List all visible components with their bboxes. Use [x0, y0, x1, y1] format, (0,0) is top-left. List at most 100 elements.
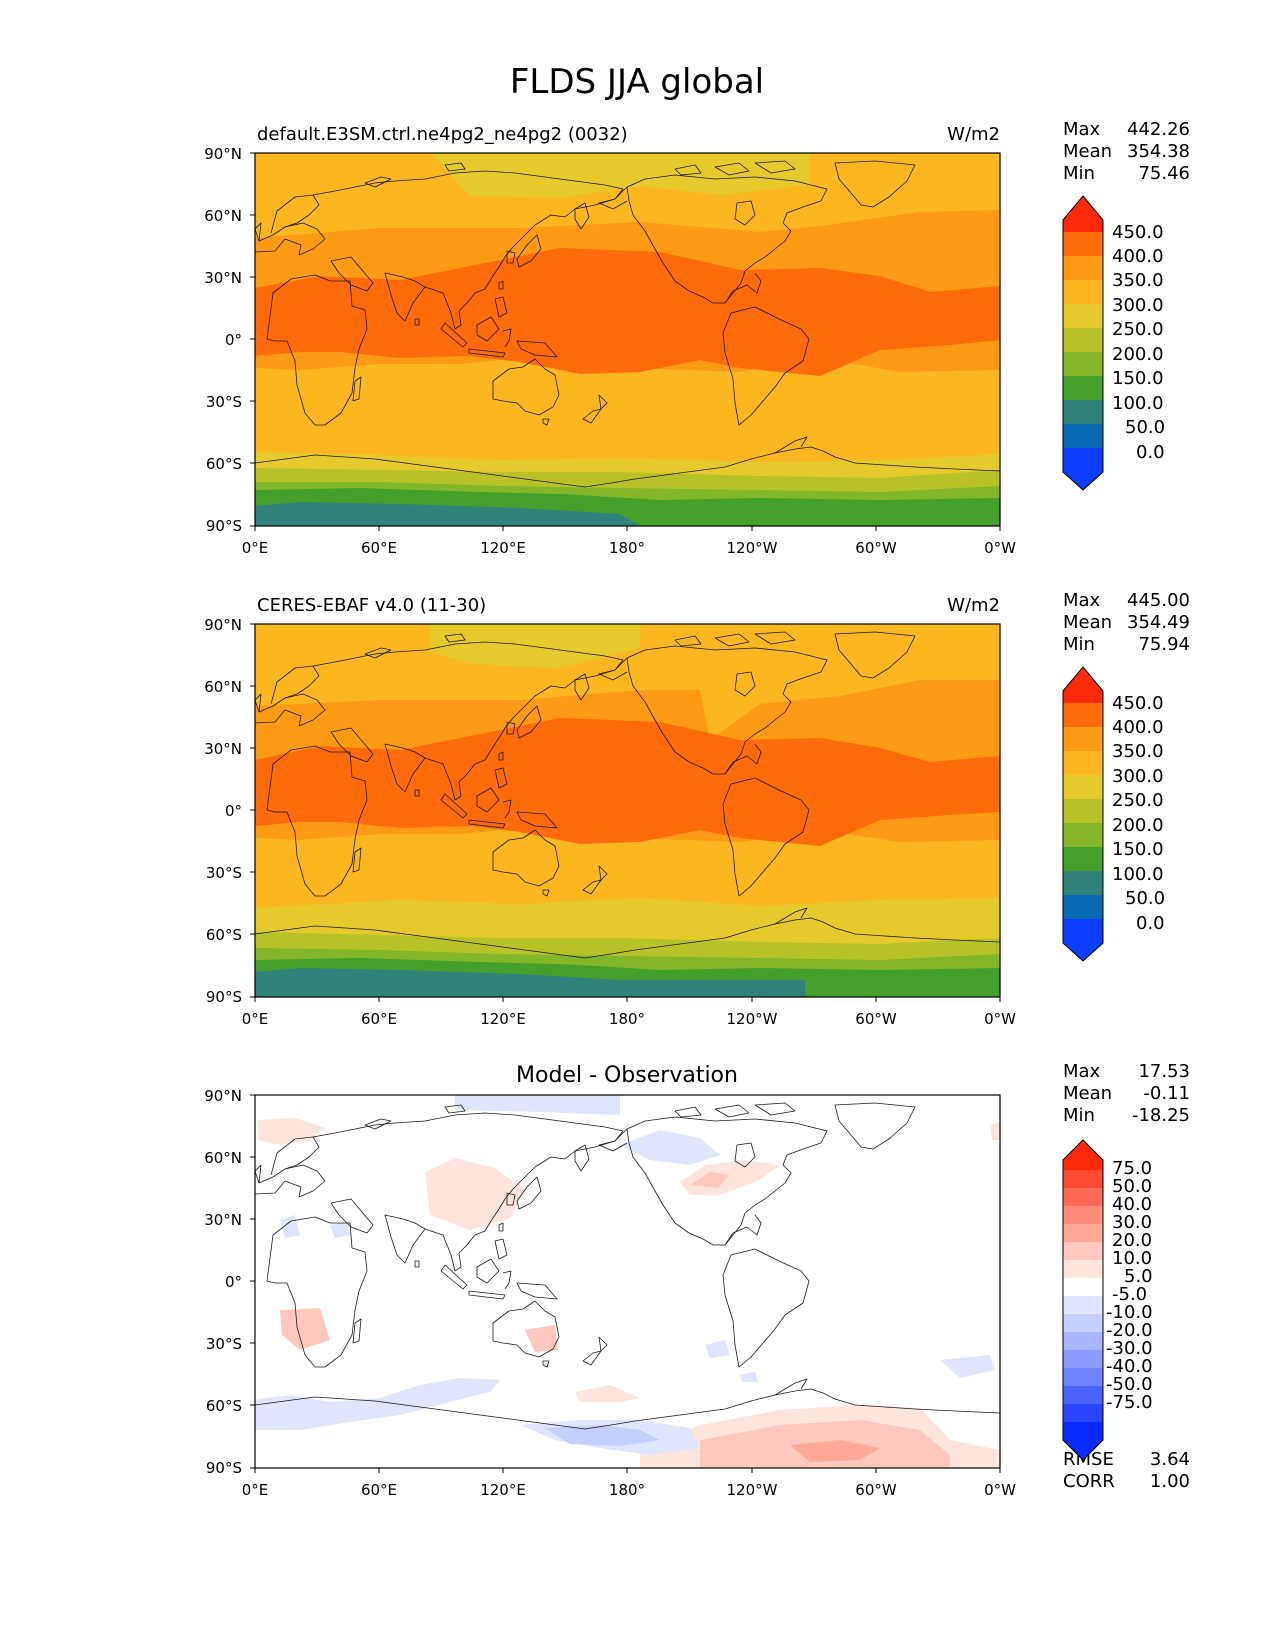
lat-tick-label: 90°N	[204, 616, 242, 634]
colorbar-tick: 30.0	[1112, 1212, 1152, 1233]
colorbar-tick: 10.0	[1112, 1248, 1152, 1269]
lon-tick-label: 0°W	[984, 539, 1016, 557]
lon-axis: 0°E 60°E 120°E 180° 120°W 60°W 0°W	[242, 1481, 1016, 1499]
lon-tick-label: 0°E	[242, 1481, 269, 1499]
stat-corr-label: CORR	[1063, 1471, 1115, 1492]
lat-tick-label: 30°S	[206, 393, 242, 411]
colorbar-tick: 5.0	[1124, 1266, 1153, 1287]
colorbar-tick: -50.0	[1106, 1374, 1153, 1395]
colorbar-tick: 150.0	[1112, 839, 1164, 860]
lon-tick-label: 120°E	[480, 539, 526, 557]
stat-mean-label: Mean	[1063, 141, 1112, 162]
colorbar-tick: 200.0	[1112, 344, 1164, 365]
colorbar-tick: 250.0	[1112, 790, 1164, 811]
colorbar-tick: 350.0	[1112, 741, 1164, 762]
lat-tick-label: 90°S	[206, 517, 242, 535]
lon-tick-label: 60°W	[855, 1010, 897, 1028]
colorbar-tick: -5.0	[1112, 1284, 1147, 1305]
panel-units: W/m2	[947, 124, 1000, 145]
stat-min-label: Min	[1063, 634, 1095, 655]
stat-max-label: Max	[1063, 119, 1101, 140]
map-field	[255, 1095, 1000, 1468]
colorbar-tick: -30.0	[1106, 1338, 1153, 1359]
stat-mean-label: Mean	[1063, 1083, 1112, 1104]
colorbar-tick: 350.0	[1112, 270, 1164, 291]
panel-left-title: CERES-EBAF v4.0 (11-30)	[257, 595, 486, 616]
stat-min-label: Min	[1063, 1105, 1095, 1126]
colorbar-tick: 100.0	[1112, 864, 1164, 885]
lon-tick-label: 0°W	[984, 1010, 1016, 1028]
lon-tick-label: 180°	[609, 1010, 645, 1028]
lon-tick-label: 60°W	[855, 539, 897, 557]
lat-tick-label: 0°	[225, 802, 242, 820]
colorbar: 450.0 400.0 350.0 300.0 250.0 200.0 150.…	[1062, 195, 1165, 491]
lon-axis: 0°E 60°E 120°E 180° 120°W 60°W 0°W	[242, 539, 1016, 557]
colorbar-tick: 400.0	[1112, 717, 1164, 738]
stat-mean-value: -0.11	[1143, 1083, 1190, 1104]
lat-tick-label: 60°N	[204, 207, 242, 225]
panel-difference: Model - Observation	[204, 1061, 1190, 1499]
stat-max-label: Max	[1063, 1061, 1101, 1082]
stat-min-label: Min	[1063, 163, 1095, 184]
stat-rmse-value: 3.64	[1150, 1449, 1190, 1470]
colorbar-tick: -40.0	[1106, 1356, 1153, 1377]
stat-min-value: 75.94	[1138, 634, 1190, 655]
colorbar-tick: 300.0	[1112, 766, 1164, 787]
lat-tick-label: 90°S	[206, 988, 242, 1006]
lat-tick-label: 30°N	[204, 740, 242, 758]
lon-tick-label: 60°E	[361, 1010, 397, 1028]
stats-box: Max 445.00 Mean 354.49 Min 75.94	[1063, 590, 1190, 655]
stat-max-value: 445.00	[1127, 590, 1190, 611]
stat-max-label: Max	[1063, 590, 1101, 611]
panel-units: W/m2	[947, 595, 1000, 616]
lon-tick-label: 120°W	[727, 1481, 778, 1499]
stats-box: Max 442.26 Mean 354.38 Min 75.46	[1063, 119, 1190, 184]
colorbar-tick: 200.0	[1112, 815, 1164, 836]
lon-tick-label: 0°E	[242, 1010, 269, 1028]
map-field	[255, 624, 1000, 997]
lon-axis: 0°E 60°E 120°E 180° 120°W 60°W 0°W	[242, 1010, 1016, 1028]
stat-corr-value: 1.00	[1150, 1471, 1190, 1492]
stat-max-value: 17.53	[1138, 1061, 1190, 1082]
colorbar-tick: 75.0	[1112, 1158, 1152, 1179]
lat-axis: 90°N 60°N 30°N 0° 30°S 60°S 90°S	[204, 616, 242, 1006]
lon-tick-label: 60°W	[855, 1481, 897, 1499]
colorbar-tick: 400.0	[1112, 246, 1164, 267]
colorbar-tick: 40.0	[1112, 1194, 1152, 1215]
colorbar-tick: -75.0	[1106, 1392, 1153, 1413]
lat-tick-label: 90°S	[206, 1459, 242, 1477]
colorbar-tick: 0.0	[1136, 442, 1165, 463]
lat-tick-label: 60°S	[206, 1397, 242, 1415]
colorbar: 75.0 50.0 40.0 30.0 20.0 10.0 5.0 -5.0 -…	[1062, 1139, 1153, 1461]
lon-tick-label: 0°W	[984, 1481, 1016, 1499]
colorbar-tick: 50.0	[1125, 417, 1165, 438]
colorbar: 450.0 400.0 350.0 300.0 250.0 200.0 150.…	[1062, 666, 1165, 962]
figure-title: FLDS JJA global	[510, 62, 764, 102]
lat-tick-label: 60°N	[204, 1149, 242, 1167]
lat-tick-label: 60°S	[206, 455, 242, 473]
colorbar-tick: 20.0	[1112, 1230, 1152, 1251]
lon-tick-label: 180°	[609, 1481, 645, 1499]
lat-tick-label: 0°	[225, 331, 242, 349]
stats-box: Max 17.53 Mean -0.11 Min -18.25 RMSE 3.6…	[1063, 1061, 1190, 1492]
lat-tick-label: 90°N	[204, 145, 242, 163]
colorbar-tick: -10.0	[1106, 1302, 1153, 1323]
lat-axis: 90°N 60°N 30°N 0° 30°S 60°S 90°S	[204, 145, 242, 535]
stat-rmse-label: RMSE	[1063, 1449, 1114, 1470]
panel-test: default.E3SM.ctrl.ne4pg2_ne4pg2 (0032) W…	[204, 119, 1190, 557]
lat-tick-label: 30°N	[204, 269, 242, 287]
colorbar-tick: 0.0	[1136, 913, 1165, 934]
colorbar-tick: 300.0	[1112, 295, 1164, 316]
stat-min-value: 75.46	[1138, 163, 1190, 184]
colorbar-tick: 250.0	[1112, 319, 1164, 340]
panel-reference: CERES-EBAF v4.0 (11-30) W/m2 90°N 60°N 3…	[204, 590, 1190, 1028]
lon-tick-label: 120°W	[727, 1010, 778, 1028]
lat-axis: 90°N 60°N 30°N 0° 30°S 60°S 90°S	[204, 1087, 242, 1477]
stat-max-value: 442.26	[1127, 119, 1190, 140]
colorbar-tick: 450.0	[1112, 222, 1164, 243]
colorbar-tick: 150.0	[1112, 368, 1164, 389]
panel-center-title: Model - Observation	[516, 1063, 738, 1088]
lon-tick-label: 120°W	[727, 539, 778, 557]
lat-tick-label: 30°S	[206, 864, 242, 882]
